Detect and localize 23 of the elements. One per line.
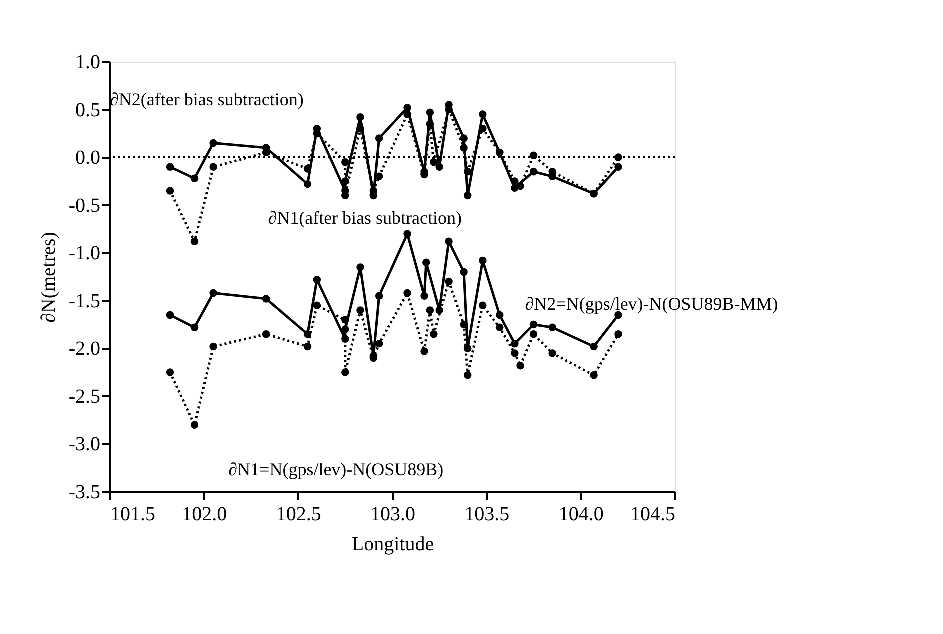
y-tick-label: 1.0 bbox=[76, 52, 100, 74]
y-tick-label: -0.5 bbox=[68, 194, 100, 217]
x-tick-label: 102.5 bbox=[276, 504, 322, 526]
annotation: ∂N2=N(gps/lev)-N(OSU89B-MM) bbox=[525, 294, 778, 314]
y-tick-label: 0.5 bbox=[76, 99, 100, 122]
y-tick-label: -2.0 bbox=[68, 338, 100, 360]
y-tick-label: -3.0 bbox=[68, 434, 100, 456]
x-tick-label: 104.0 bbox=[558, 504, 604, 526]
annotation: ∂N1(after bias subtraction) bbox=[268, 208, 462, 228]
x-tick-label: 102.0 bbox=[182, 504, 228, 526]
y-axis-title: ∂N(metres) bbox=[38, 232, 60, 323]
y-tick-label: -1.0 bbox=[68, 242, 100, 265]
y-tick-label: -1.5 bbox=[68, 290, 100, 312]
y-tick-label: -2.5 bbox=[68, 386, 100, 408]
x-tick-label: 103.5 bbox=[464, 504, 510, 526]
x-axis-title: Longitude bbox=[352, 534, 434, 556]
x-tick-label: 103.0 bbox=[370, 504, 416, 526]
y-tick-label: 0.0 bbox=[76, 147, 100, 170]
annotation: ∂N2(after bias subtraction) bbox=[110, 90, 304, 110]
x-tick-label: 101.5 bbox=[110, 504, 156, 526]
x-tick-label: 104.5 bbox=[630, 504, 676, 526]
y-tick-label: -3.5 bbox=[68, 482, 100, 504]
annotation: ∂N1=N(gps/lev)-N(OSU89B) bbox=[228, 460, 444, 480]
